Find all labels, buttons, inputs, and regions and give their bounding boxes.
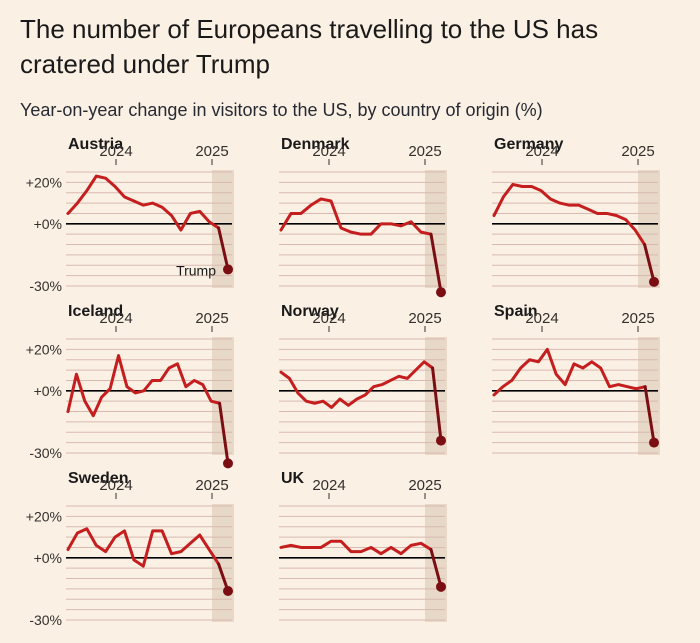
x-tick-label: 2024 [525, 310, 558, 327]
chart-title: The number of Europeans travelling to th… [20, 14, 599, 79]
x-tick-label: 2025 [195, 310, 228, 327]
trump-period-band [425, 170, 447, 288]
y-tick-label: -30% [29, 278, 62, 294]
panel-title: Austria [68, 136, 124, 153]
trump-period-band [212, 170, 234, 288]
x-tick-label: 2025 [621, 310, 654, 327]
panel-sweden: Sweden 2024 2025 +20% +0% -30% [0, 470, 234, 630]
trump-period-band [212, 337, 234, 455]
y-tick-label: +0% [34, 383, 62, 399]
panel-austria: Austria 2024 2025 +20% +0% -30% Trump [0, 136, 234, 296]
series-line [66, 527, 221, 568]
trump-period-band [638, 170, 660, 288]
panel-plot: 2024 2025 +20% +0% -30% Trump [26, 143, 234, 294]
x-tick-label: 2024 [312, 310, 345, 327]
series-line-drop [429, 232, 443, 294]
small-multiples: Austria 2024 2025 +20% +0% -30% Trump Denmark… [0, 136, 700, 641]
trump-period-band [638, 337, 660, 455]
panel-iceland: Iceland 2024 2025 +20% +0% -30% [0, 303, 234, 469]
chart-subtitle: Year-on-year change in visitors to the U… [20, 100, 543, 120]
series-line [279, 360, 435, 409]
series-line-drop [431, 366, 443, 443]
x-tick-label: 2024 [525, 143, 558, 160]
latest-point-marker [649, 437, 659, 448]
series-line-drop [643, 243, 656, 284]
panel-plot: 2024 2025 +20% +0% -30% [26, 310, 234, 469]
x-tick-label: 2024 [312, 477, 345, 494]
latest-point-marker [223, 264, 233, 275]
x-tick-label: 2025 [195, 143, 228, 160]
latest-point-marker [436, 435, 446, 446]
x-tick-label: 2025 [408, 143, 441, 160]
panel-title: Spain [494, 303, 538, 320]
panel-germany: Germany 2024 2025 [426, 136, 660, 296]
panel-title: Denmark [281, 136, 350, 153]
series-line [66, 174, 221, 232]
series-line [492, 182, 647, 247]
series-line [279, 539, 433, 556]
series-line [492, 347, 647, 397]
panel-title: Norway [281, 303, 339, 320]
y-tick-label: -30% [29, 612, 62, 628]
panel-title: Sweden [68, 470, 129, 487]
latest-point-marker [223, 585, 233, 596]
x-tick-label: 2024 [99, 143, 132, 160]
series-line-drop [643, 385, 656, 445]
series-line-drop [217, 226, 230, 271]
panel-uk: UK 2024 2025 [213, 470, 447, 630]
x-tick-label: 2024 [99, 477, 132, 494]
panel-plot: 2024 2025 [279, 143, 447, 298]
y-tick-label: +20% [26, 174, 62, 190]
x-tick-label: 2025 [195, 477, 228, 494]
series-line-drop [218, 401, 230, 465]
panel-denmark: Denmark 2024 2025 [213, 136, 447, 298]
series-line [279, 197, 433, 236]
trump-annotation: Trump [176, 262, 216, 278]
series-line-drop [429, 548, 443, 589]
panel-title: Iceland [68, 303, 124, 320]
panel-plot: 2024 2025 +20% +0% -30% [26, 477, 234, 628]
panel-plot: 2024 2025 [279, 310, 447, 455]
latest-point-marker [649, 276, 659, 287]
panel-title: UK [281, 470, 305, 487]
latest-point-marker [436, 581, 446, 592]
panel-title: Germany [494, 136, 564, 153]
latest-point-marker [436, 287, 446, 298]
x-tick-label: 2025 [408, 310, 441, 327]
y-tick-label: +0% [34, 216, 62, 232]
panel-plot: 2024 2025 [492, 310, 660, 455]
x-tick-label: 2025 [621, 143, 654, 160]
y-tick-label: +20% [26, 508, 62, 524]
panel-plot: 2024 2025 [279, 477, 447, 622]
x-tick-label: 2025 [408, 477, 441, 494]
y-tick-label: -30% [29, 445, 62, 461]
x-tick-label: 2024 [99, 310, 132, 327]
x-tick-label: 2024 [312, 143, 345, 160]
panel-plot: 2024 2025 [492, 143, 660, 288]
y-tick-label: +20% [26, 341, 62, 357]
series-line [66, 354, 222, 418]
y-tick-label: +0% [34, 550, 62, 566]
panel-norway: Norway 2024 2025 [213, 303, 447, 463]
latest-point-marker [223, 458, 233, 469]
panel-spain: Spain 2024 2025 [426, 303, 660, 463]
